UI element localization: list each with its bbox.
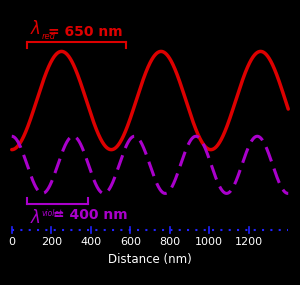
Text: 200: 200 (41, 237, 62, 247)
Text: red: red (41, 32, 55, 41)
Text: = 400 nm: = 400 nm (53, 208, 128, 222)
Text: 600: 600 (120, 237, 141, 247)
Text: 1000: 1000 (195, 237, 223, 247)
Text: violet: violet (41, 209, 62, 219)
Text: 800: 800 (159, 237, 180, 247)
Text: = 650 nm: = 650 nm (48, 25, 122, 39)
Text: $\lambda$: $\lambda$ (30, 20, 40, 38)
Text: 400: 400 (80, 237, 101, 247)
Text: 0: 0 (8, 237, 15, 247)
Text: 1200: 1200 (235, 237, 263, 247)
Text: $\lambda$: $\lambda$ (30, 209, 40, 227)
Text: Distance (nm): Distance (nm) (108, 253, 192, 266)
